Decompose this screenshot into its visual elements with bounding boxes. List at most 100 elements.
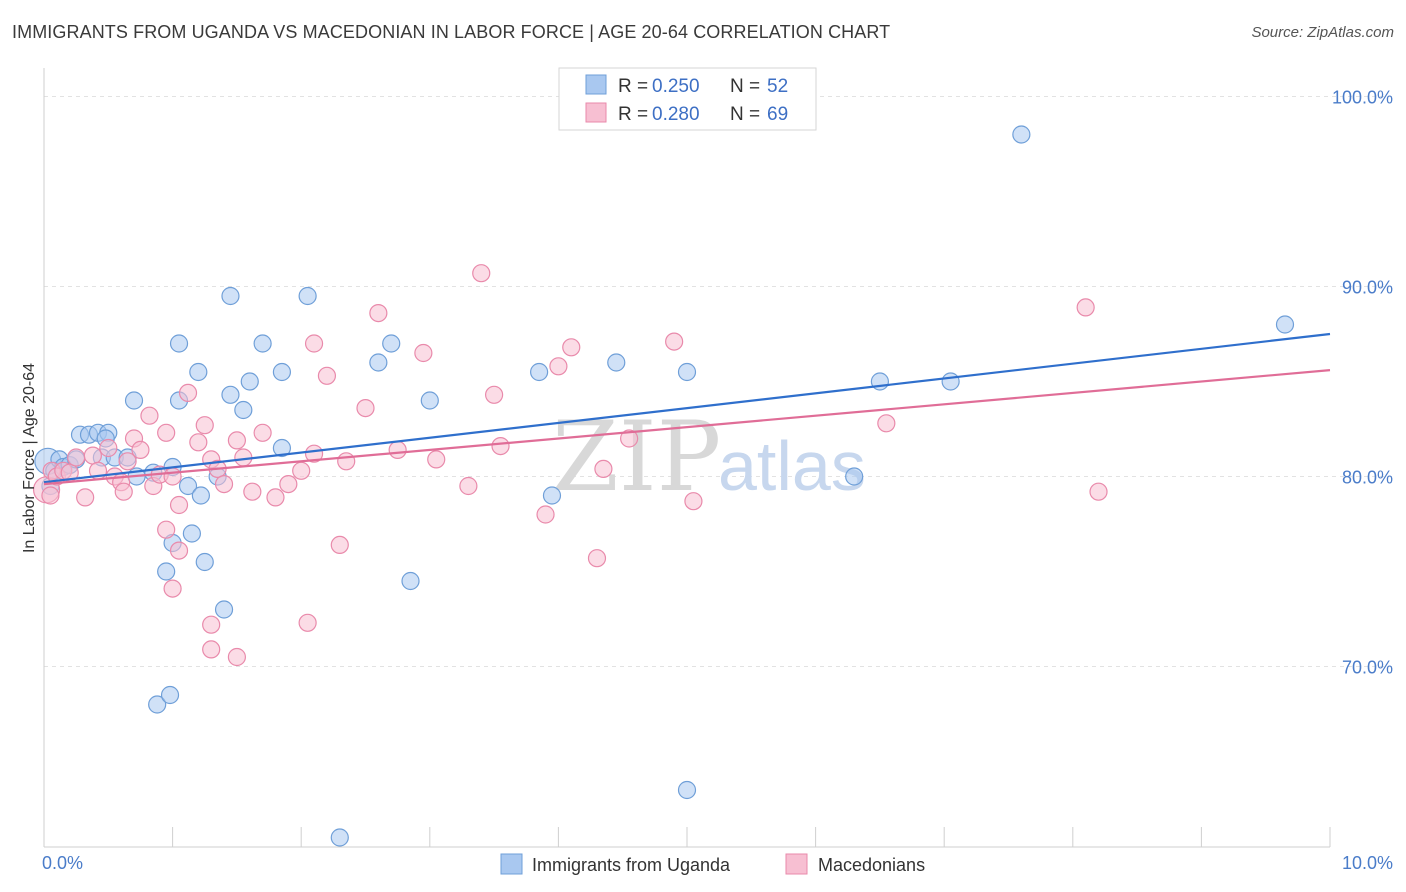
macedonian-point-5 bbox=[67, 448, 86, 467]
macedonian-point-59 bbox=[227, 647, 246, 667]
uganda-point-49 bbox=[401, 571, 420, 591]
uganda-point-26 bbox=[272, 362, 292, 382]
macedonian-point-67 bbox=[41, 486, 60, 505]
y-tick-label-2: 80.0% bbox=[1342, 468, 1393, 488]
macedonian-point-31 bbox=[266, 488, 285, 507]
macedonian-point-58 bbox=[202, 640, 221, 659]
uganda-point-43 bbox=[1012, 125, 1031, 144]
macedonian-point-47 bbox=[562, 338, 581, 357]
uganda-point-25 bbox=[253, 334, 272, 353]
macedonian-point-21 bbox=[178, 383, 198, 402]
uganda-point-46 bbox=[182, 524, 201, 543]
macedonian-point-64 bbox=[1076, 298, 1095, 317]
x-tick-label-1: 10.0% bbox=[1342, 853, 1393, 873]
macedonian-point-20 bbox=[169, 495, 189, 515]
macedonian-point-22 bbox=[189, 433, 208, 452]
legend-n-label-macedonians: N = bbox=[730, 104, 760, 125]
legend-n-value-macedonians: 69 bbox=[767, 104, 788, 125]
uganda-point-42 bbox=[941, 372, 960, 391]
x-tick-labels: 0.0% 10.0% bbox=[42, 853, 1393, 873]
macedonian-point-63 bbox=[877, 414, 896, 433]
legend-n-label-uganda: N = bbox=[730, 76, 760, 97]
uganda-point-37 bbox=[542, 486, 562, 505]
bottom-legend-label-uganda: Immigrants from Uganda bbox=[532, 855, 731, 875]
uganda-point-17 bbox=[178, 476, 198, 496]
macedonian-point-38 bbox=[369, 304, 388, 323]
legend-n-value-uganda: 52 bbox=[767, 76, 788, 97]
macedonian-point-57 bbox=[202, 615, 221, 634]
legend-r-value-uganda: 0.250 bbox=[652, 76, 700, 97]
macedonian-point-36 bbox=[337, 452, 356, 471]
macedonian-point-37 bbox=[356, 399, 375, 418]
macedonian-point-33 bbox=[292, 461, 311, 480]
macedonian-point-54 bbox=[157, 520, 176, 539]
macedonian-point-19 bbox=[163, 467, 182, 486]
legend-swatch-uganda bbox=[585, 74, 607, 95]
y-tick-label-3: 70.0% bbox=[1342, 658, 1393, 678]
y-tick-label-0: 100.0% bbox=[1332, 88, 1393, 108]
y-tick-labels: 100.0% 90.0% 80.0% 70.0% bbox=[1332, 88, 1393, 678]
uganda-point-48 bbox=[195, 552, 214, 572]
y-axis-label: In Labor Force | Age 20-64 bbox=[21, 363, 38, 553]
bottom-legend-swatch-macedonians bbox=[785, 853, 808, 875]
macedonian-point-56 bbox=[163, 579, 182, 598]
uganda-trend-line bbox=[43, 332, 1331, 484]
legend-r-value-macedonians: 0.280 bbox=[652, 104, 700, 125]
macedonian-point-66 bbox=[114, 482, 133, 501]
macedonian-point-43 bbox=[485, 385, 504, 404]
macedonian-point-55 bbox=[169, 541, 189, 560]
macedonian-point-12 bbox=[118, 452, 137, 471]
uganda-point-38 bbox=[607, 353, 626, 372]
uganda-point-51 bbox=[148, 695, 167, 714]
legend-r-label-macedonians: R = bbox=[618, 104, 648, 125]
macedonian-point-39 bbox=[388, 440, 407, 459]
uganda-point-39 bbox=[677, 362, 697, 382]
macedonian-point-52 bbox=[472, 264, 491, 283]
macedonian-point-27 bbox=[227, 431, 246, 450]
macedonian-point-14 bbox=[131, 440, 150, 459]
macedonian-point-42 bbox=[459, 476, 478, 496]
uganda-point-44 bbox=[1275, 315, 1295, 334]
macedonian-point-6 bbox=[76, 488, 95, 507]
top-legend: R = 0.250 N = 52 R = 0.280 N = 69 bbox=[558, 67, 817, 131]
uganda-point-50 bbox=[214, 600, 234, 619]
macedonian-point-9 bbox=[99, 438, 118, 458]
macedonian-point-32 bbox=[279, 475, 298, 494]
uganda-point-28 bbox=[169, 334, 189, 353]
uganda-point-54 bbox=[330, 828, 349, 847]
macedonian-point-53 bbox=[304, 334, 324, 353]
uganda-point-23 bbox=[221, 385, 240, 404]
macedonian-point-34 bbox=[304, 444, 324, 463]
uganda-point-36 bbox=[530, 362, 549, 382]
uganda-point-34 bbox=[382, 334, 401, 353]
uganda-point-53 bbox=[677, 780, 697, 800]
legend-swatch-macedonians bbox=[585, 102, 607, 123]
x-tick-label-0: 0.0% bbox=[42, 853, 83, 873]
macedonian-point-15 bbox=[140, 406, 159, 425]
bottom-legend: Immigrants from Uganda Macedonians bbox=[500, 853, 925, 875]
uganda-point-18 bbox=[191, 486, 210, 505]
uganda-point-31 bbox=[234, 400, 253, 420]
watermark-atlas: atlas bbox=[718, 427, 866, 505]
uganda-point-32 bbox=[272, 438, 292, 458]
x-ticks bbox=[172, 827, 1331, 847]
macedonian-point-23 bbox=[195, 416, 214, 435]
uganda-point-33 bbox=[369, 353, 388, 372]
macedonian-point-30 bbox=[253, 423, 272, 442]
uganda-point-52 bbox=[160, 685, 180, 705]
macedonian-point-40 bbox=[414, 343, 433, 363]
uganda-point-30 bbox=[298, 286, 317, 306]
uganda-point-47 bbox=[157, 562, 176, 581]
macedonian-point-26 bbox=[214, 475, 234, 494]
y-tick-label-1: 90.0% bbox=[1342, 278, 1393, 298]
macedonian-point-65 bbox=[1089, 482, 1108, 501]
macedonian-point-49 bbox=[620, 429, 639, 448]
macedonian-point-29 bbox=[243, 482, 262, 501]
uganda-point-22 bbox=[189, 362, 208, 382]
macedonian-point-60 bbox=[298, 613, 317, 632]
macedonian-point-62 bbox=[587, 549, 607, 568]
macedonian-point-48 bbox=[594, 459, 613, 478]
uganda-point-35 bbox=[420, 391, 439, 410]
source-label: Source: ZipAtlas.com bbox=[1251, 24, 1394, 41]
